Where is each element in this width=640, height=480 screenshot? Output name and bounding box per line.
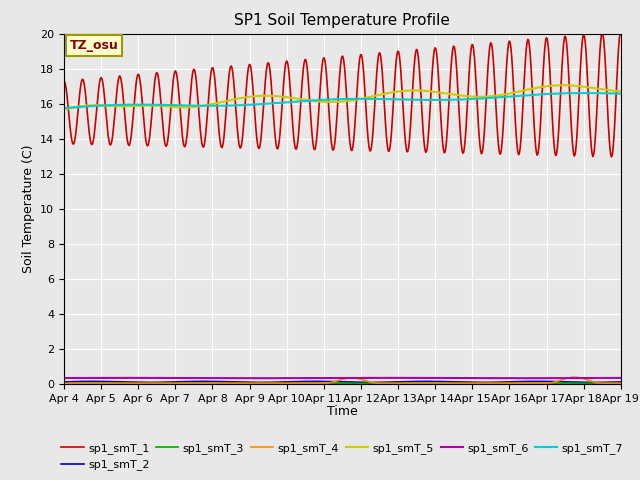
sp1_smT_4 <box>214 381 221 386</box>
sp1_smT_2 <box>617 379 625 385</box>
sp1_smT_2 <box>60 379 68 385</box>
sp1_smT_5 <box>184 104 192 110</box>
sp1_smT_5 <box>410 88 418 94</box>
sp1_smT_6 <box>617 375 625 381</box>
sp1_smT_7 <box>184 103 192 108</box>
sp1_smT_6 <box>185 375 193 381</box>
Line: sp1_smT_1: sp1_smT_1 <box>64 31 621 157</box>
sp1_smT_2 <box>128 379 136 385</box>
sp1_smT_1 <box>617 28 625 34</box>
sp1_smT_7 <box>60 105 68 111</box>
sp1_smT_3 <box>411 380 419 386</box>
sp1_smT_4 <box>617 381 625 386</box>
sp1_smT_3 <box>185 380 193 386</box>
sp1_smT_7 <box>410 97 418 103</box>
sp1_smT_7 <box>426 97 434 103</box>
sp1_smT_6 <box>411 375 419 381</box>
sp1_smT_4 <box>60 381 68 386</box>
sp1_smT_4 <box>184 381 192 386</box>
sp1_smT_6 <box>428 375 435 381</box>
sp1_smT_5 <box>559 83 566 88</box>
sp1_smT_3 <box>617 381 625 386</box>
Line: sp1_smT_4: sp1_smT_4 <box>64 377 621 384</box>
sp1_smT_6 <box>515 375 522 381</box>
sp1_smT_1 <box>70 140 78 146</box>
X-axis label: Time: Time <box>327 405 358 418</box>
sp1_smT_5 <box>127 103 135 109</box>
sp1_smT_1 <box>60 78 68 84</box>
sp1_smT_3 <box>428 380 435 386</box>
sp1_smT_5 <box>214 100 221 106</box>
sp1_smT_2 <box>88 379 96 384</box>
sp1_smT_5 <box>617 88 625 94</box>
sp1_smT_1 <box>410 65 418 71</box>
sp1_smT_2 <box>428 379 435 384</box>
sp1_smT_1 <box>214 108 221 113</box>
sp1_smT_6 <box>214 375 222 381</box>
sp1_smT_7 <box>70 105 78 110</box>
sp1_smT_2 <box>70 379 78 384</box>
sp1_smT_7 <box>127 102 135 108</box>
sp1_smT_6 <box>60 375 68 381</box>
sp1_smT_3 <box>60 381 68 386</box>
sp1_smT_7 <box>214 103 221 108</box>
sp1_smT_1 <box>426 102 434 108</box>
sp1_smT_2 <box>589 380 596 385</box>
sp1_smT_6 <box>125 375 133 381</box>
sp1_smT_4 <box>570 374 578 380</box>
Title: SP1 Soil Temperature Profile: SP1 Soil Temperature Profile <box>234 13 451 28</box>
Text: TZ_osu: TZ_osu <box>70 39 118 52</box>
sp1_smT_3 <box>79 380 86 386</box>
Line: sp1_smT_7: sp1_smT_7 <box>64 93 621 108</box>
sp1_smT_1 <box>607 154 615 160</box>
Legend: sp1_smT_1, sp1_smT_2, sp1_smT_3, sp1_smT_4, sp1_smT_5, sp1_smT_6, sp1_smT_7: sp1_smT_1, sp1_smT_2, sp1_smT_3, sp1_smT… <box>57 439 628 475</box>
sp1_smT_3 <box>128 380 136 386</box>
sp1_smT_6 <box>128 375 136 381</box>
Line: sp1_smT_2: sp1_smT_2 <box>64 382 621 383</box>
sp1_smT_7 <box>617 91 625 96</box>
sp1_smT_2 <box>185 379 193 384</box>
Y-axis label: Soil Temperature (C): Soil Temperature (C) <box>22 144 35 273</box>
sp1_smT_2 <box>214 379 222 384</box>
sp1_smT_1 <box>184 123 192 129</box>
sp1_smT_4 <box>410 381 418 386</box>
sp1_smT_5 <box>60 107 68 112</box>
sp1_smT_5 <box>426 88 434 94</box>
sp1_smT_2 <box>411 379 419 384</box>
sp1_smT_4 <box>127 381 135 386</box>
sp1_smT_5 <box>70 105 78 110</box>
sp1_smT_3 <box>214 380 222 386</box>
sp1_smT_7 <box>580 90 588 96</box>
sp1_smT_1 <box>127 132 135 137</box>
sp1_smT_6 <box>70 375 78 381</box>
Line: sp1_smT_5: sp1_smT_5 <box>64 85 621 109</box>
sp1_smT_4 <box>70 381 78 386</box>
sp1_smT_3 <box>70 380 78 386</box>
sp1_smT_4 <box>426 381 434 386</box>
